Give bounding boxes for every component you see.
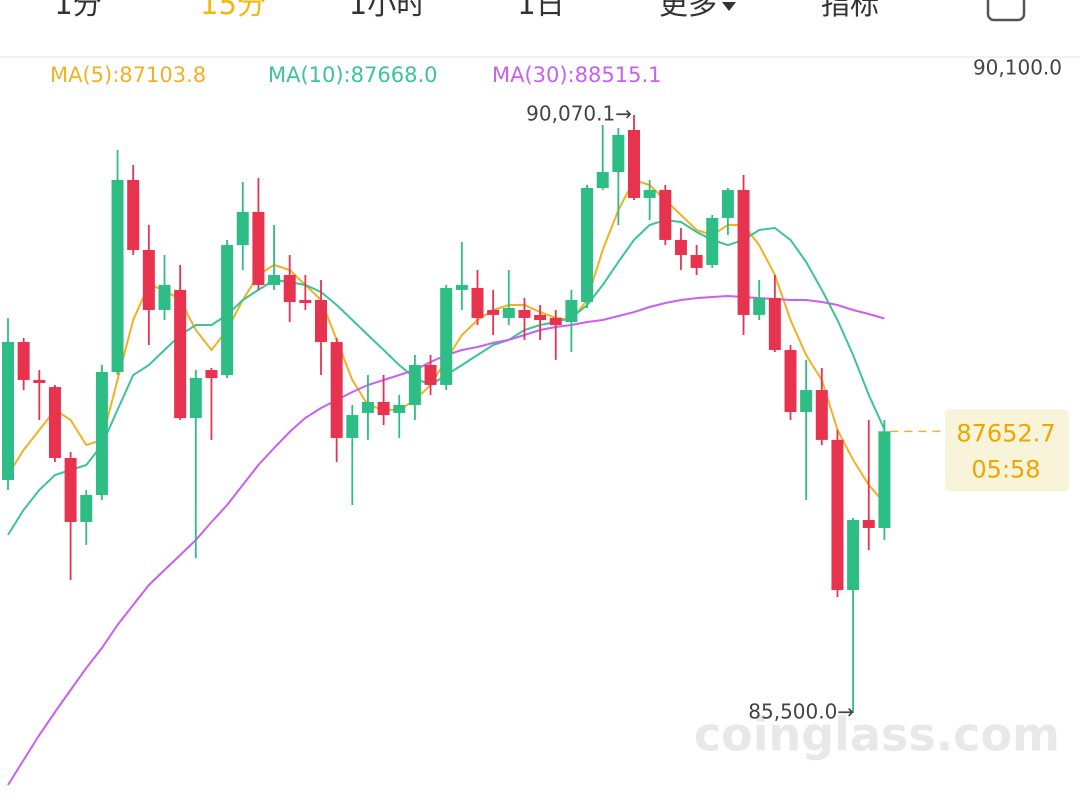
candle-body	[706, 217, 719, 265]
tab[interactable]: 指标	[821, 0, 879, 21]
candle-body	[612, 134, 625, 173]
candle-body	[565, 300, 578, 323]
ma-lines	[7, 178, 886, 786]
high-annotation: 90,070.1→	[526, 101, 632, 125]
candle-body	[721, 189, 734, 218]
candle-body	[815, 390, 828, 440]
candle-body	[753, 298, 766, 315]
last-price-label: 87652.7	[956, 419, 1055, 447]
countdown-label: 05:58	[971, 455, 1040, 483]
candle-body	[847, 520, 860, 591]
candle-body	[252, 211, 265, 285]
candle-body	[628, 130, 640, 198]
candle-body	[487, 309, 500, 315]
candle-body	[221, 245, 234, 376]
candle-body	[408, 364, 421, 405]
candle-body	[471, 287, 484, 318]
candle-body	[361, 401, 374, 413]
candle-body	[549, 317, 562, 326]
candle-body	[315, 300, 327, 343]
candle-body	[440, 287, 453, 385]
candle-body	[659, 189, 672, 240]
candle-body	[299, 300, 312, 304]
candle-body	[455, 284, 468, 290]
tab[interactable]: 15分	[200, 0, 266, 21]
candle-body	[393, 404, 406, 413]
candle-body	[518, 309, 531, 318]
y-tick-label: 90,100.0	[973, 56, 1062, 80]
tab[interactable]: 1日	[517, 0, 564, 21]
candle-body	[690, 254, 703, 268]
candle-body	[2, 342, 14, 480]
candle-body	[534, 314, 547, 321]
candle-body	[236, 211, 249, 246]
candle-body	[831, 439, 844, 591]
candle-body	[737, 189, 750, 315]
tab[interactable]: 1小时	[349, 0, 425, 21]
candle-body	[424, 364, 437, 385]
legend-entry: MA(30):88515.1	[492, 63, 662, 87]
candle-body	[80, 495, 93, 522]
candle-body	[111, 180, 124, 372]
dropdown-caret	[722, 2, 736, 11]
candle-body	[502, 308, 515, 318]
candle-body	[127, 180, 140, 251]
candle-body	[142, 250, 155, 310]
candle-body	[768, 298, 781, 351]
low-annotation: 85,500.0→	[748, 700, 854, 724]
candle-body	[581, 187, 594, 302]
candle-body	[674, 239, 687, 255]
legend-entry: MA(5):87103.8	[50, 63, 206, 87]
candle-body	[174, 289, 187, 419]
last-price-box	[945, 409, 1069, 492]
candle-body	[643, 189, 656, 198]
fullscreen-icon[interactable]	[986, 0, 1026, 22]
candle-body	[158, 284, 171, 310]
candle-body	[205, 370, 218, 379]
candle-body	[878, 431, 891, 528]
candle-body	[189, 378, 202, 419]
candle-body	[330, 342, 343, 438]
candle-body	[346, 415, 359, 438]
candle-body	[33, 379, 46, 383]
candle-body	[377, 401, 390, 416]
candle-body	[800, 390, 813, 413]
candle-body	[596, 172, 609, 188]
candle-body	[862, 520, 875, 528]
tab[interactable]: 更多	[659, 0, 717, 21]
candle-body	[784, 350, 797, 413]
candle-body	[268, 275, 281, 285]
candle-body	[95, 371, 108, 496]
legend-entry: MA(10):87668.0	[268, 63, 438, 87]
candle-body	[48, 387, 61, 458]
candle-body	[64, 457, 77, 522]
tab[interactable]: 1分	[54, 0, 101, 21]
candle-body	[283, 275, 296, 302]
watermark: coinglass.com	[694, 708, 1060, 762]
candle-body	[17, 342, 30, 380]
